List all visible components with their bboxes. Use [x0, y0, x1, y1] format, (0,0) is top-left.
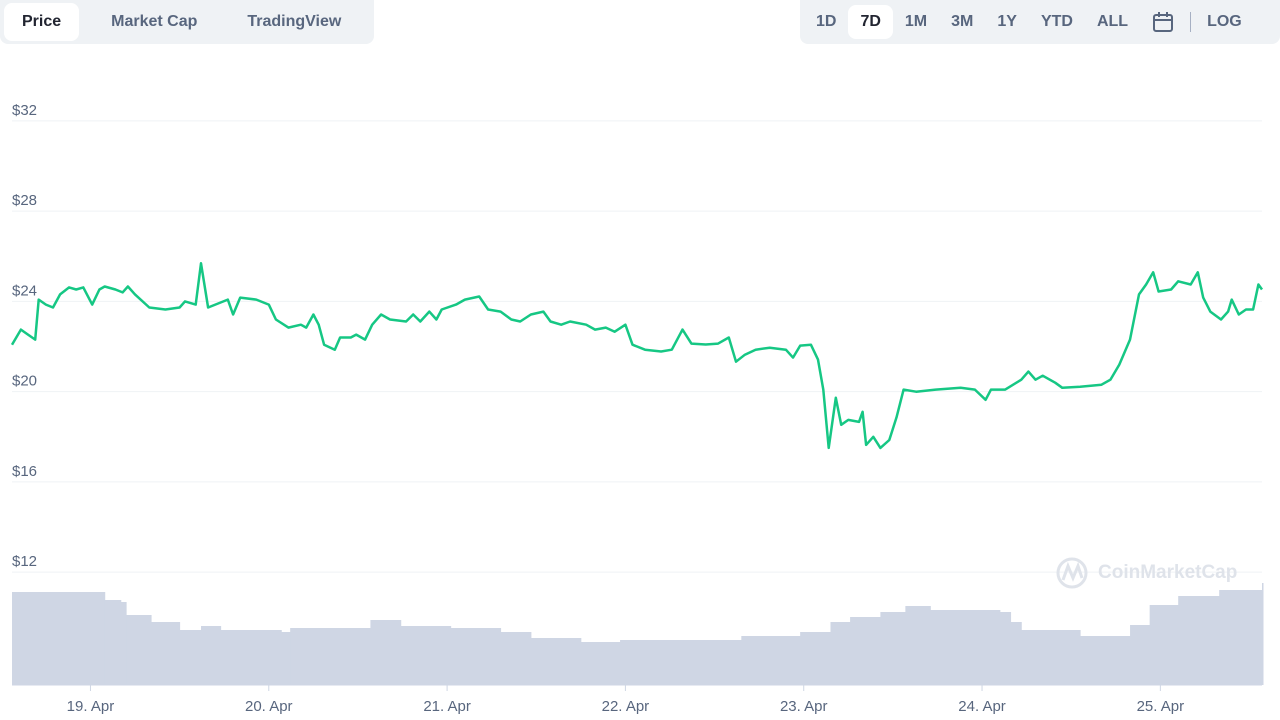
- volume-bar: [500, 632, 532, 685]
- x-tick-label: 22. Apr: [602, 698, 650, 715]
- calendar-icon: [1153, 12, 1174, 32]
- volume-bar: [700, 640, 742, 685]
- volume-bar: [220, 630, 282, 685]
- volume-bar: [1149, 605, 1179, 685]
- y-tick-label: $12: [12, 553, 37, 570]
- separator: [1190, 12, 1192, 32]
- y-tick-label: $24: [12, 282, 37, 299]
- x-tick-label: 21. Apr: [423, 698, 471, 715]
- volume-bar: [179, 630, 202, 685]
- volume-bar: [281, 632, 291, 685]
- volume-bar: [400, 626, 452, 685]
- volume-bar: [126, 615, 152, 685]
- volume-bar: [120, 602, 127, 685]
- volume-bar: [201, 626, 222, 685]
- volume-bar: [905, 606, 931, 685]
- volume-bar: [620, 640, 701, 685]
- log-button[interactable]: LOG: [1207, 13, 1242, 30]
- range-button[interactable]: ALL: [1096, 13, 1129, 30]
- view-tab[interactable]: Price: [4, 3, 80, 41]
- volume-bar: [930, 610, 1001, 685]
- volume-bar: [290, 628, 332, 685]
- volume-bar: [999, 612, 1012, 685]
- volume-bar: [741, 636, 801, 685]
- y-tick-label: $20: [12, 373, 37, 390]
- volume-bar: [1040, 630, 1081, 685]
- x-tick-label: 25. Apr: [1137, 698, 1185, 715]
- y-tick-label: $28: [12, 192, 37, 209]
- range-button[interactable]: 1Y: [997, 13, 1017, 30]
- volume-bar: [880, 612, 906, 685]
- volume-bar: [1080, 636, 1111, 685]
- range-button[interactable]: 1M: [904, 13, 928, 30]
- volume-bar: [830, 622, 851, 685]
- volume-bar: [104, 600, 122, 685]
- price-line: [10, 262, 1264, 450]
- volume-bar: [12, 592, 102, 685]
- x-tick-label: 24. Apr: [958, 698, 1006, 715]
- x-tick-label: 20. Apr: [245, 698, 293, 715]
- watermark-logo-mark: [1061, 561, 1084, 582]
- volume-bar: [850, 617, 881, 685]
- range-button[interactable]: YTD: [1040, 13, 1073, 30]
- range-button[interactable]: 1D: [816, 13, 837, 30]
- x-tick-label: 23. Apr: [780, 698, 828, 715]
- volume-bar: [1110, 636, 1131, 685]
- view-tab[interactable]: Market Cap: [111, 13, 198, 30]
- view-tabs: Price Market Cap TradingView: [0, 0, 374, 44]
- y-tick-label: $16: [12, 463, 37, 480]
- range-button[interactable]: 7D: [848, 5, 893, 39]
- volume-bar: [1010, 622, 1022, 685]
- watermark-logo: [1056, 557, 1088, 589]
- watermark-text: CoinMarketCap: [1098, 562, 1237, 583]
- volume-bar: [331, 628, 371, 685]
- volume-bar: [580, 642, 621, 685]
- volume-bar: [1021, 630, 1042, 685]
- volume-bar: [1219, 590, 1263, 685]
- calendar-button[interactable]: [1140, 3, 1186, 41]
- volume-bar: [151, 622, 181, 685]
- volume-bar: [1130, 625, 1151, 685]
- volume-bar: [1178, 596, 1220, 685]
- y-tick-label: $32: [12, 102, 37, 119]
- volume-bar: [370, 620, 402, 685]
- x-tick-label: 19. Apr: [67, 698, 115, 715]
- watermark: CoinMarketCap: [1056, 557, 1237, 589]
- volume-bar: [450, 628, 502, 685]
- view-tab[interactable]: TradingView: [247, 13, 342, 30]
- range-button[interactable]: 3M: [951, 13, 974, 30]
- volume-bar: [530, 638, 582, 685]
- volume-bar: [1262, 583, 1264, 685]
- volume-bar: [800, 632, 831, 685]
- range-bar: 1D 7D 1M 3M 1Y YTD ALL LOG: [800, 0, 1280, 44]
- volume-bar: [101, 592, 106, 685]
